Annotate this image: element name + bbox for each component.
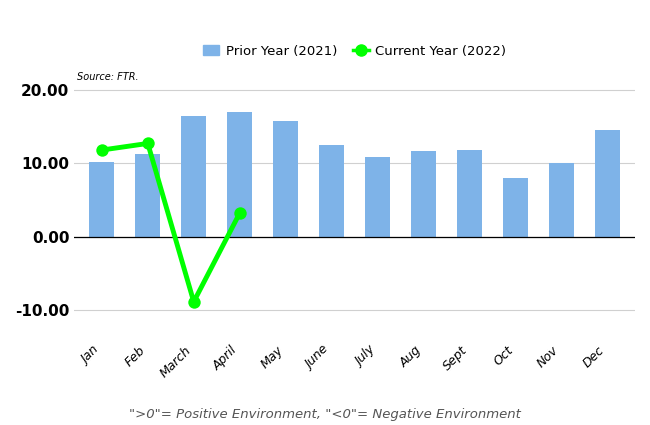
Bar bbox=[227, 112, 252, 237]
Bar bbox=[89, 162, 114, 237]
Bar bbox=[319, 145, 344, 237]
Text: Source: FTR.: Source: FTR. bbox=[77, 71, 138, 82]
Bar bbox=[181, 116, 207, 237]
Bar bbox=[503, 178, 528, 237]
Point bbox=[97, 147, 107, 153]
Bar bbox=[595, 130, 620, 237]
Point bbox=[235, 210, 245, 216]
Bar bbox=[365, 157, 390, 237]
Bar bbox=[135, 154, 161, 237]
Legend: Prior Year (2021), Current Year (2022): Prior Year (2021), Current Year (2022) bbox=[198, 39, 512, 63]
Text: ">0"= Positive Environment, "<0"= Negative Environment: ">0"= Positive Environment, "<0"= Negati… bbox=[129, 408, 521, 421]
Bar bbox=[411, 151, 436, 237]
Point bbox=[142, 140, 153, 147]
Point bbox=[188, 298, 199, 305]
Bar bbox=[549, 163, 574, 237]
Bar bbox=[273, 121, 298, 237]
Bar bbox=[457, 150, 482, 237]
